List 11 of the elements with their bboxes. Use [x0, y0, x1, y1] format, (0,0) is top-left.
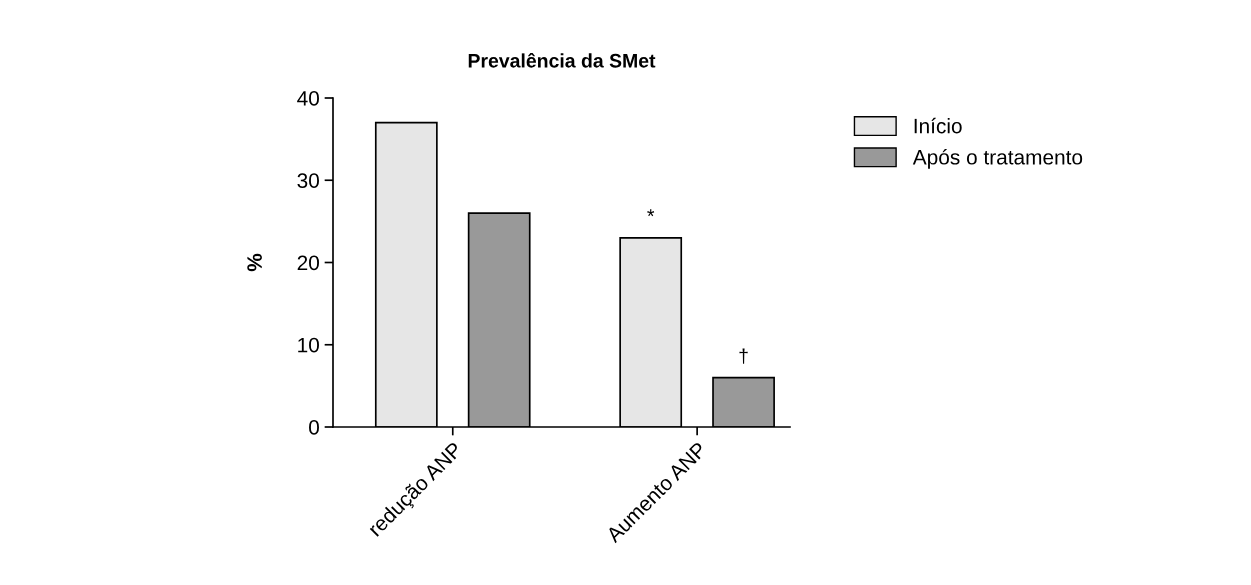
- annotation: †: [739, 348, 748, 364]
- y-axis-title: %: [247, 253, 262, 272]
- legend-label: Início: [914, 117, 962, 134]
- y-tick-label: 40: [297, 91, 319, 106]
- y-tick-label: 20: [297, 255, 319, 271]
- chart-title: Prevalência da SMet: [468, 52, 656, 68]
- y-tick-label: 0: [309, 420, 319, 435]
- annotation: *: [647, 209, 655, 217]
- y-tick-label: 10: [298, 337, 319, 353]
- y-tick-label: 30: [297, 173, 319, 188]
- legend-label: Após o tratamento: [912, 149, 1083, 169]
